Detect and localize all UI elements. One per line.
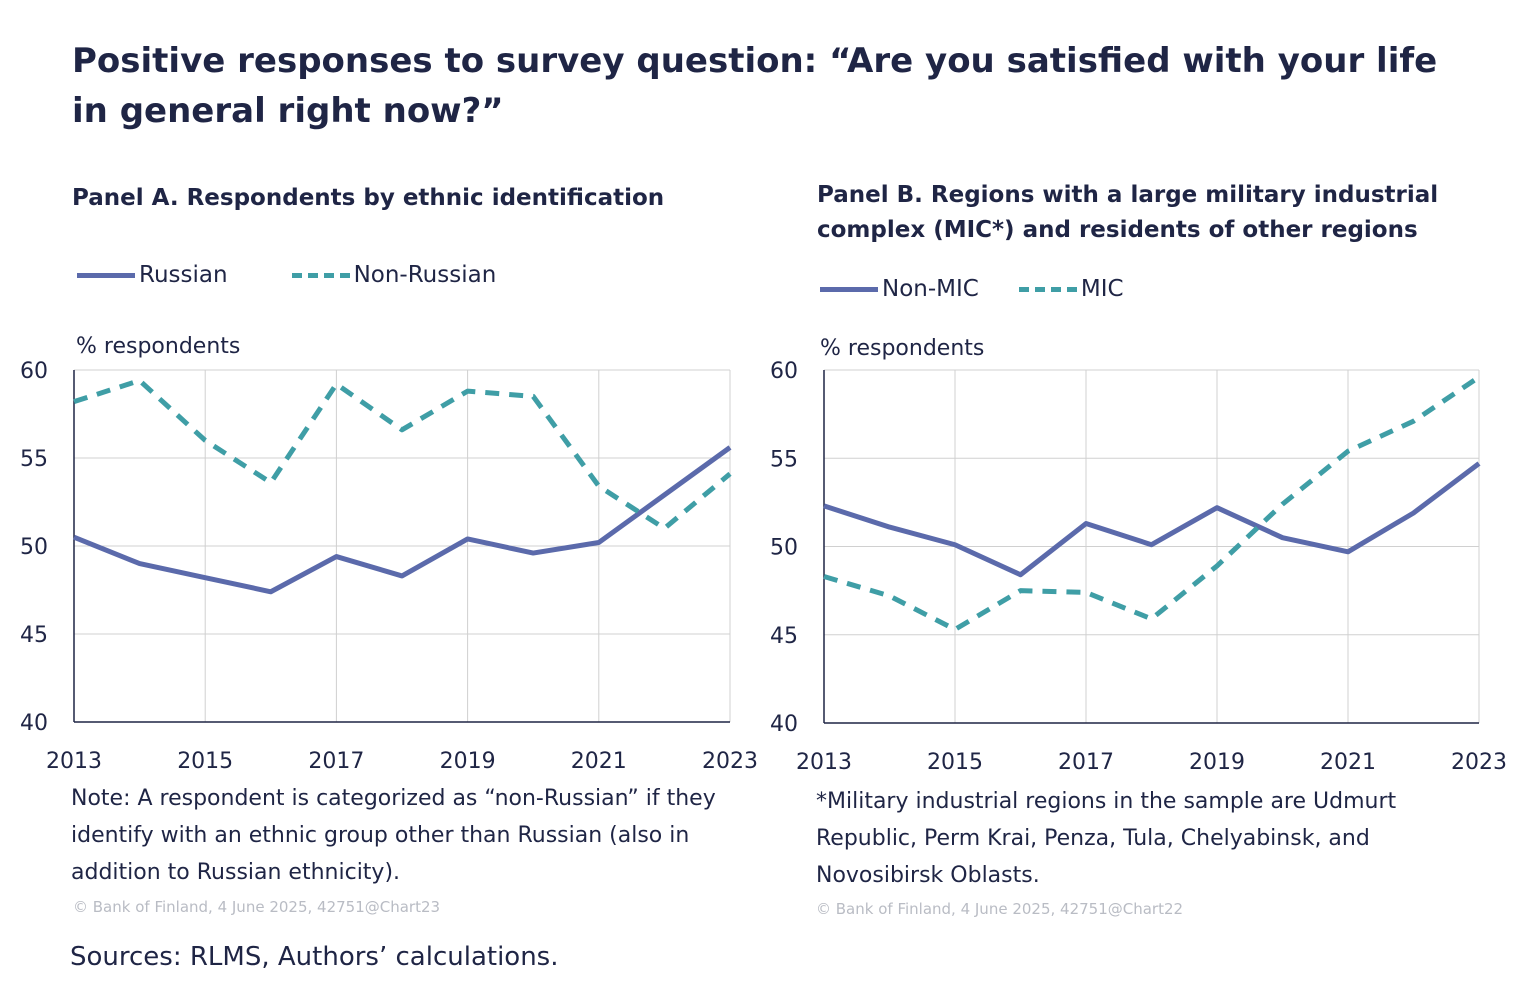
panel-a-title: Panel A. Respondents by ethnic identific… xyxy=(72,185,665,211)
y-tick-label: 45 xyxy=(770,624,798,649)
legend-item-russian: Russian xyxy=(77,262,228,288)
legend-swatch-solid xyxy=(820,286,878,292)
panel-a-ylabel: % respondents xyxy=(76,334,241,359)
x-tick-label: 2019 xyxy=(440,749,496,774)
x-tick-label: 2023 xyxy=(1451,750,1507,775)
series-line-russian xyxy=(73,445,732,595)
y-tick-label: 50 xyxy=(770,536,798,561)
x-tick-label: 2013 xyxy=(46,749,102,774)
legend-item-non-mic: Non-MIC xyxy=(820,276,979,302)
x-tick-label: 2019 xyxy=(1189,750,1245,775)
y-tick-label: 55 xyxy=(20,447,48,472)
x-tick-label: 2015 xyxy=(927,750,983,775)
panel-b-copyright: © Bank of Finland, 4 June 2025, 42751@Ch… xyxy=(816,900,1184,918)
legend-label: Russian xyxy=(139,262,228,288)
x-tick-label: 2017 xyxy=(308,749,364,774)
panel-b-note: *Military industrial regions in the samp… xyxy=(816,789,1397,888)
x-tick-label: 2021 xyxy=(1320,750,1376,775)
legend-item-mic: MIC xyxy=(1018,276,1124,302)
x-tick-label: 2015 xyxy=(177,749,233,774)
panel-b-legend: Non-MIC MIC xyxy=(820,276,1188,302)
x-tick-label: 2017 xyxy=(1058,750,1114,775)
legend-label: Non-Russian xyxy=(353,262,497,288)
page-title: Positive responses to survey question: “… xyxy=(72,41,1438,131)
y-tick-label: 55 xyxy=(770,447,798,472)
y-tick-label: 40 xyxy=(770,712,798,737)
panel-b-ylabel: % respondents xyxy=(820,336,985,361)
legend-label: MIC xyxy=(1080,276,1124,302)
series-line-mic xyxy=(823,374,1481,632)
y-tick-label: 40 xyxy=(20,711,48,736)
y-tick-label: 50 xyxy=(20,535,48,560)
panel-b-chart: 40 45 50 55 60 2013 2015 2017 2019 2021 2023 xyxy=(770,359,1507,775)
legend-swatch-dashed xyxy=(1018,286,1077,292)
y-tick-label: 45 xyxy=(20,623,48,648)
series-line-non-russian xyxy=(73,378,732,531)
x-tick-label: 2021 xyxy=(571,749,627,774)
panel-b-title: Panel B. Regions with a large military i… xyxy=(817,182,1439,243)
legend-swatch-dashed xyxy=(291,272,350,278)
panel-a-legend: Russian Non-Russian xyxy=(77,262,560,288)
panel-a-note: Note: A respondent is categorized as “no… xyxy=(71,786,716,885)
sources-note: Sources: RLMS, Authors’ calculations. xyxy=(70,942,559,972)
y-tick-label: 60 xyxy=(770,359,798,384)
legend-swatch-solid xyxy=(77,272,135,278)
x-tick-label: 2013 xyxy=(796,750,852,775)
panel-a-copyright: © Bank of Finland, 4 June 2025, 42751@Ch… xyxy=(73,898,441,916)
x-tick-label: 2023 xyxy=(702,749,758,774)
panel-a-chart: 40 45 50 55 60 2013 2015 2017 2019 2021 2023 xyxy=(20,359,758,774)
series-line-non-mic xyxy=(823,461,1481,578)
legend-item-non-russian: Non-Russian xyxy=(291,262,497,288)
legend-label: Non-MIC xyxy=(882,276,979,302)
y-tick-label: 60 xyxy=(20,359,48,384)
